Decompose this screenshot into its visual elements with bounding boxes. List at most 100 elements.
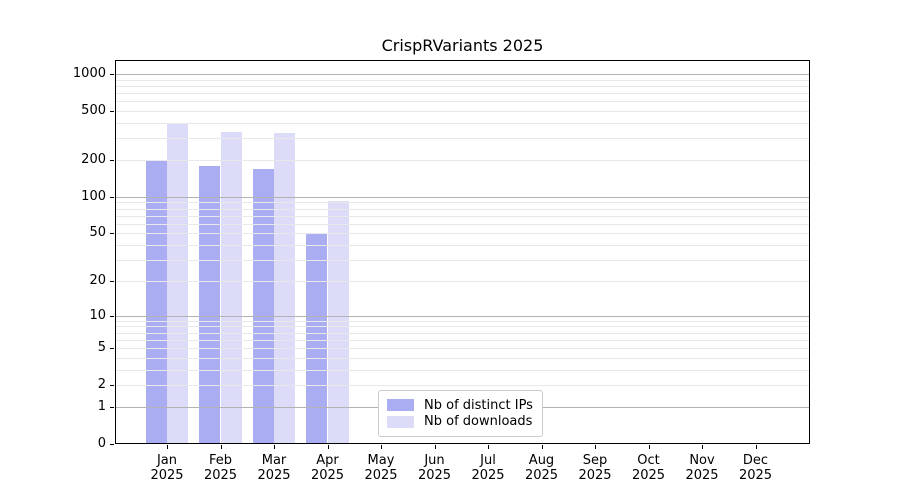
bar-downloads-apr (327, 201, 349, 444)
x-tick-year: 2025 (257, 468, 291, 483)
x-tick-month: Feb (208, 453, 233, 468)
x-tick-label-mar: Mar 2025 (242, 453, 306, 483)
bar-ips-mar (252, 168, 274, 444)
y-tick-1 (110, 406, 114, 408)
x-tick-year: 2025 (685, 468, 719, 483)
gridline-minor-30 (115, 260, 810, 262)
plot-area (115, 60, 810, 444)
gridline-minor-7 (115, 332, 810, 334)
x-tick-label-aug: Aug 2025 (510, 453, 574, 483)
gridline-minor-50 (115, 233, 810, 235)
x-tick-year: 2025 (524, 468, 559, 483)
y-tick-10 (110, 315, 114, 317)
x-tick-month: Aug (528, 453, 555, 468)
x-tick-jun (434, 445, 436, 449)
gridline-minor-4 (115, 357, 810, 359)
bar-ips-apr (306, 233, 328, 444)
y-tick-label-1: 1 (97, 398, 106, 414)
gridline-minor-90 (115, 202, 810, 204)
gridline-major-10 (115, 315, 810, 317)
gridline-minor-20 (115, 280, 810, 282)
x-tick-year: 2025 (150, 468, 184, 483)
x-tick-year: 2025 (578, 468, 612, 483)
gridline-minor-3 (115, 369, 810, 371)
chart-title: CrispRVariants 2025 (381, 36, 544, 55)
x-tick-month: Mar (261, 453, 287, 468)
x-tick-sep (595, 445, 596, 449)
legend-swatch-distinct-ips (387, 399, 414, 412)
gridline-minor-2 (115, 385, 810, 387)
x-tick-may (381, 445, 382, 449)
x-tick-dec (755, 445, 757, 449)
x-tick-label-dec: Dec 2025 (724, 453, 788, 483)
x-tick-year: 2025 (417, 468, 452, 483)
gridline-minor-5 (115, 348, 810, 350)
y-tick-50 (110, 233, 114, 235)
gridline-minor-80 (115, 208, 810, 210)
y-tick-label-10: 10 (89, 307, 106, 323)
gridline-minor-9 (115, 320, 810, 322)
x-tick-year: 2025 (364, 468, 398, 483)
x-tick-year: 2025 (471, 468, 505, 483)
legend-item-distinct-ips: Nb of distinct IPs (387, 398, 534, 413)
x-tick-apr (327, 445, 329, 449)
y-tick-label-2: 2 (97, 377, 106, 393)
gridline-minor-200 (115, 160, 810, 161)
x-tick-aug (541, 445, 543, 449)
legend: Nb of distinct IPs Nb of downloads (378, 390, 543, 437)
bar-downloads-feb (220, 132, 242, 444)
legend-swatch-downloads (387, 415, 414, 428)
x-tick-mar (274, 445, 275, 449)
x-tick-label-jun: Jun 2025 (403, 453, 467, 483)
x-tick-label-feb: Feb 2025 (189, 453, 253, 483)
gridline-minor-800 (115, 85, 810, 87)
y-tick-label-1000: 1000 (72, 66, 106, 82)
x-tick-jul (488, 445, 489, 449)
y-tick-0 (110, 444, 114, 445)
gridline-minor-40 (115, 245, 810, 247)
gridline-minor-6 (115, 339, 810, 341)
x-tick-jan (167, 445, 168, 449)
gridline-minor-8 (115, 326, 810, 328)
y-tick-2 (110, 385, 114, 387)
y-tick-1000 (110, 74, 114, 76)
gridline-major-100 (115, 196, 810, 198)
x-tick-month: Jul (480, 453, 496, 468)
y-tick-label-5: 5 (97, 340, 106, 356)
x-tick-month: Dec (742, 453, 769, 468)
gridline-minor-600 (115, 101, 810, 103)
y-tick-5 (110, 348, 114, 350)
y-tick-100 (110, 196, 114, 198)
bar-ips-jan (145, 160, 167, 444)
gridline-minor-400 (115, 123, 810, 125)
gridline-major-1000 (115, 74, 810, 76)
gridline-minor-500 (115, 111, 810, 113)
y-tick-500 (110, 111, 114, 113)
y-tick-label-0: 0 (97, 436, 106, 451)
gridline-minor-900 (115, 79, 810, 81)
x-tick-month: Nov (689, 453, 715, 468)
y-tick-label-20: 20 (89, 272, 106, 288)
gridline-minor-70 (115, 215, 810, 217)
x-tick-label-may: May 2025 (349, 453, 413, 483)
x-tick-feb (220, 445, 222, 449)
x-tick-year: 2025 (203, 468, 238, 483)
y-tick-label-100: 100 (81, 188, 106, 204)
legend-label-downloads: Nb of downloads (424, 414, 533, 430)
x-tick-year: 2025 (738, 468, 773, 483)
x-tick-label-oct: Oct 2025 (617, 453, 681, 483)
x-tick-label-apr: Apr 2025 (296, 453, 360, 483)
x-tick-label-jan: Jan 2025 (135, 453, 199, 483)
x-tick-month: Apr (316, 453, 339, 468)
y-tick-label-50: 50 (89, 225, 106, 241)
x-tick-label-sep: Sep 2025 (563, 453, 627, 483)
bar-ips-feb (199, 165, 221, 444)
y-tick-label-200: 200 (81, 152, 106, 167)
y-tick-label-500: 500 (81, 103, 106, 119)
legend-label-distinct-ips: Nb of distinct IPs (424, 397, 533, 413)
x-tick-oct (648, 445, 650, 449)
x-tick-year: 2025 (310, 468, 345, 483)
gridline-minor-700 (115, 93, 810, 95)
y-tick-20 (110, 280, 114, 282)
